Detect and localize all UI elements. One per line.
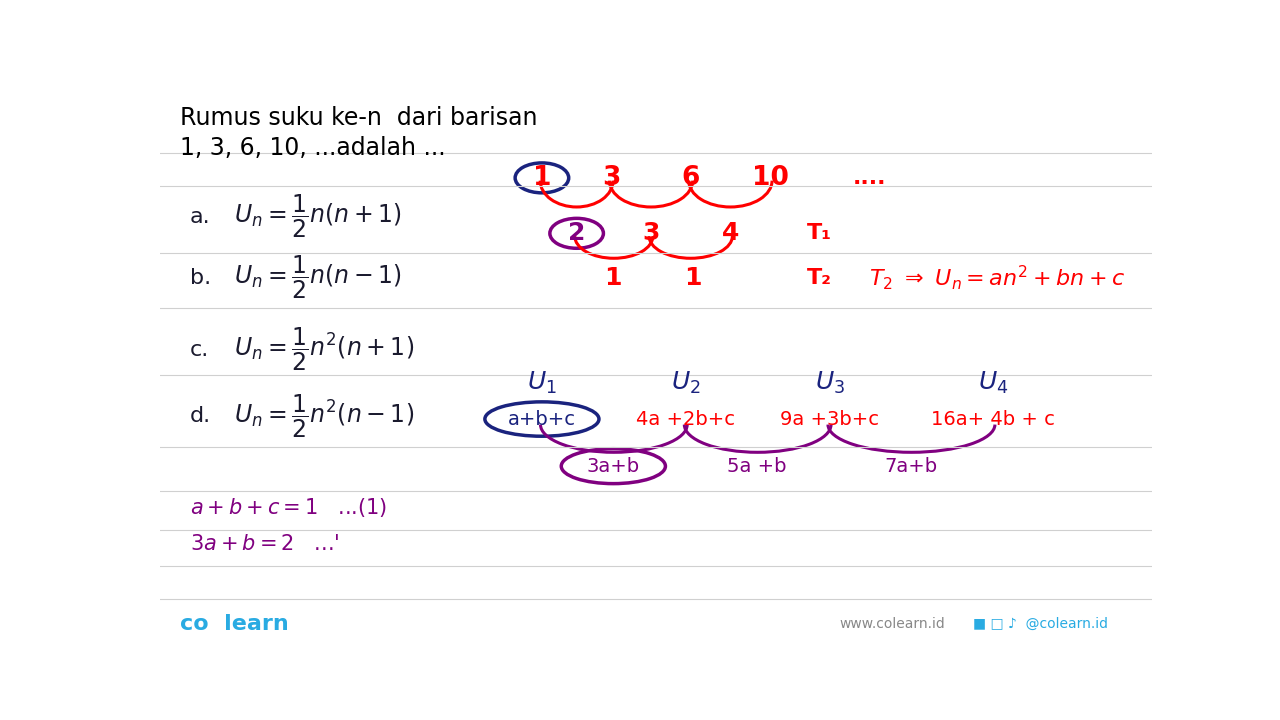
- Text: 9a +3b+c: 9a +3b+c: [780, 410, 879, 428]
- Text: 5a +b: 5a +b: [727, 456, 787, 476]
- Text: a+b+c: a+b+c: [508, 410, 576, 428]
- Text: $U_4$: $U_4$: [978, 370, 1009, 396]
- Text: ■ □ ♪  @colearn.id: ■ □ ♪ @colearn.id: [973, 617, 1108, 631]
- Text: $U_3$: $U_3$: [814, 370, 845, 396]
- Text: T₁: T₁: [808, 223, 832, 243]
- Text: 2: 2: [568, 221, 585, 246]
- Text: ....: ....: [852, 168, 886, 188]
- Text: 10: 10: [751, 165, 788, 191]
- Text: 4a +2b+c: 4a +2b+c: [636, 410, 735, 428]
- Text: b.: b.: [189, 268, 211, 288]
- Text: $U_n = \dfrac{1}{2}n(n+1)$: $U_n = \dfrac{1}{2}n(n+1)$: [234, 193, 402, 240]
- Text: $T_2\ \Rightarrow\ U_n = an^2+bn+c$: $T_2\ \Rightarrow\ U_n = an^2+bn+c$: [869, 264, 1125, 292]
- Text: $U_2$: $U_2$: [671, 370, 700, 396]
- Text: T₂: T₂: [808, 268, 832, 288]
- Text: 1: 1: [684, 266, 701, 289]
- Text: Rumus suku ke-n  dari barisan: Rumus suku ke-n dari barisan: [179, 106, 538, 130]
- Text: $a+b+c=1$   ...(1): $a+b+c=1$ ...(1): [189, 496, 387, 519]
- Text: 3a+b: 3a+b: [586, 456, 640, 476]
- Text: 3: 3: [643, 221, 659, 246]
- Text: c.: c.: [189, 340, 209, 360]
- Text: $U_n = \dfrac{1}{2}n^2(n+1)$: $U_n = \dfrac{1}{2}n^2(n+1)$: [234, 326, 415, 374]
- Text: $U_n = \dfrac{1}{2}n^2(n-1)$: $U_n = \dfrac{1}{2}n^2(n-1)$: [234, 392, 415, 440]
- Text: $3a+b=2$   ...': $3a+b=2$ ...': [189, 534, 339, 554]
- Text: 4: 4: [722, 221, 739, 246]
- Text: a.: a.: [189, 207, 210, 227]
- Text: $U_n = \dfrac{1}{2}n(n-1)$: $U_n = \dfrac{1}{2}n(n-1)$: [234, 254, 402, 302]
- Text: 1: 1: [604, 266, 622, 289]
- Text: 6: 6: [681, 165, 700, 191]
- Text: d.: d.: [189, 406, 211, 426]
- Text: 1, 3, 6, 10, ...adalah ...: 1, 3, 6, 10, ...adalah ...: [179, 136, 445, 161]
- Text: www.colearn.id: www.colearn.id: [840, 617, 945, 631]
- Text: 16a+ 4b + c: 16a+ 4b + c: [932, 410, 1055, 428]
- Text: 1: 1: [532, 165, 552, 191]
- Text: co  learn: co learn: [179, 614, 288, 634]
- Text: 7a+b: 7a+b: [884, 456, 937, 476]
- Text: 3: 3: [602, 165, 621, 191]
- Text: $U_1$: $U_1$: [527, 370, 557, 396]
